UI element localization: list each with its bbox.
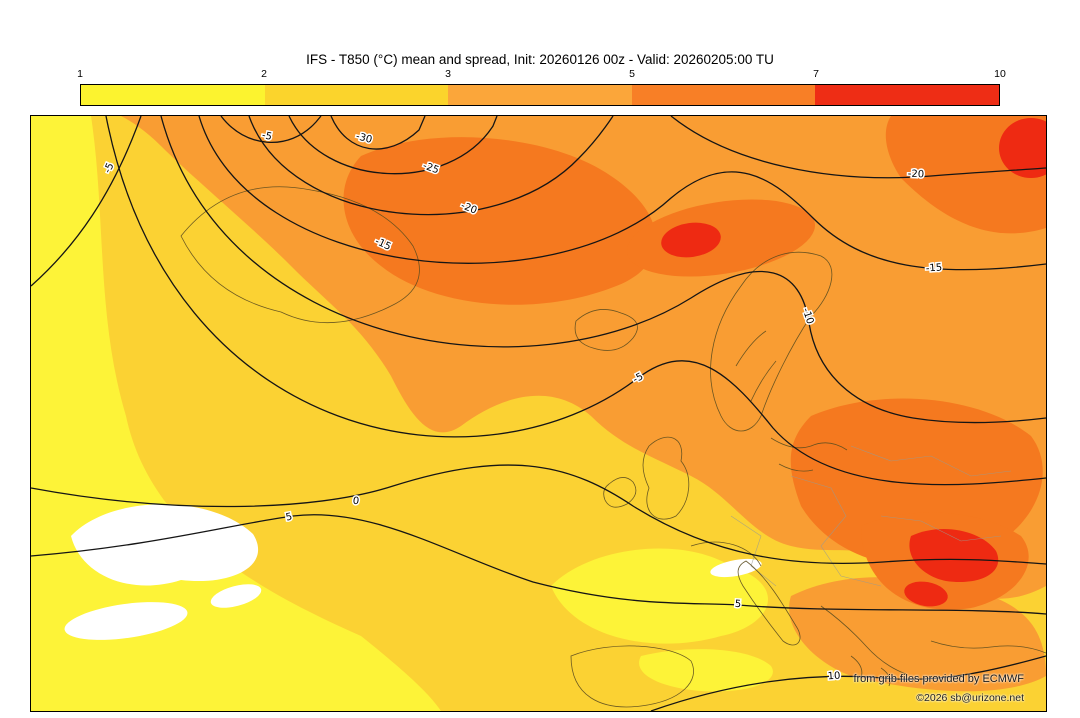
contour-label: 0 [352,496,360,508]
colorbar-tick-label: 2 [261,68,267,80]
colorbar-segment [815,85,999,105]
chart-title: IFS - T850 (°C) mean and spread, Init: 2… [306,52,774,67]
contour-label: -20 [908,169,925,181]
colorbar-segment [81,85,265,105]
attribution-ecmwf: from grib files provided by ECMWF [853,673,1024,685]
colorbar-tick-label: 10 [994,68,1006,80]
colorbar-tick-label: 7 [813,68,819,80]
colorbar-segment [448,85,632,105]
colorbar-segment [264,85,449,105]
colorbar-tick-label: 5 [629,68,635,80]
contour-label: 5 [734,599,741,610]
colorbar-tick-label: 3 [445,68,451,80]
colorbar-tick-label: 1 [77,68,83,80]
colorbar-ticks: 1 2 3 5 7 10 [77,68,1006,82]
attribution-copyright: ©2026 sb@urizone.net [916,692,1024,704]
map-frame: -5 -5 -30 -15 -25 -20 -20 -15 -10 -5 0 5 5 10 from gr… [30,115,1047,712]
coastlines-layer [180,186,1046,708]
colorbar-legend: 1 2 3 5 7 10 [77,68,1006,106]
spread-shading-layer [31,116,1046,711]
colorbar [80,84,1000,106]
contour-lines-layer [31,116,1046,711]
contour-label: 10 [827,671,840,683]
contour-label: 5 [285,511,294,523]
contour-label: -15 [925,262,942,274]
contour-label: -5 [261,130,273,143]
country-borders-layer [730,445,1012,587]
colorbar-segment [631,85,816,105]
